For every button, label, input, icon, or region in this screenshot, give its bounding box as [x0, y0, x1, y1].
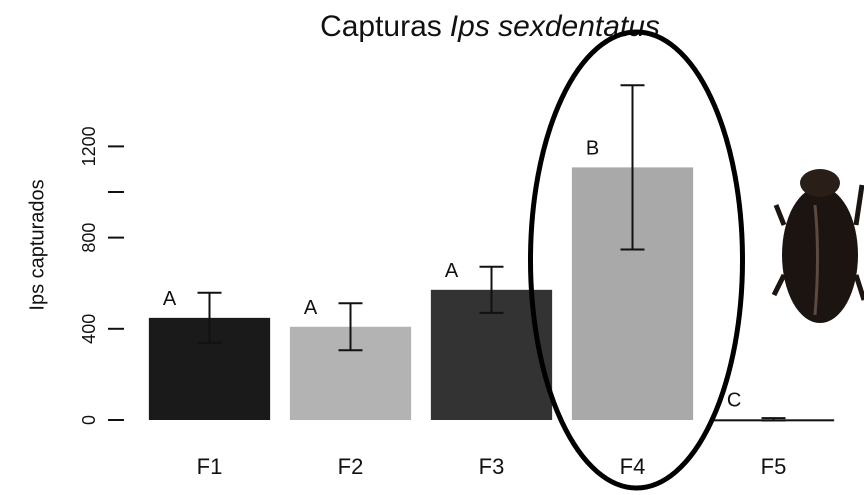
chart: CapturasIps sexdentatus Ips capturados 0… — [0, 0, 864, 495]
x-tick-label: F3 — [479, 454, 505, 479]
beetle-icon — [774, 169, 864, 323]
y-tick-label: 800 — [79, 223, 99, 253]
y-tick-label: 0 — [79, 415, 99, 425]
significance-letter: C — [727, 390, 741, 412]
x-tick-label: F4 — [620, 454, 646, 479]
significance-letter: B — [586, 138, 599, 160]
significance-letter: A — [445, 260, 459, 282]
y-axis-label: Ips capturados — [26, 179, 48, 310]
x-tick-label: F1 — [197, 454, 223, 479]
y-tick-label: 1200 — [79, 126, 99, 166]
significance-letter: A — [163, 288, 177, 310]
y-tick-label: 400 — [79, 314, 99, 344]
title-species: Ips sexdentatus — [450, 10, 660, 43]
title-text: Capturas — [320, 10, 442, 43]
x-tick-label: F5 — [761, 454, 787, 479]
significance-letter: A — [304, 297, 318, 319]
x-tick-label: F2 — [338, 454, 364, 479]
